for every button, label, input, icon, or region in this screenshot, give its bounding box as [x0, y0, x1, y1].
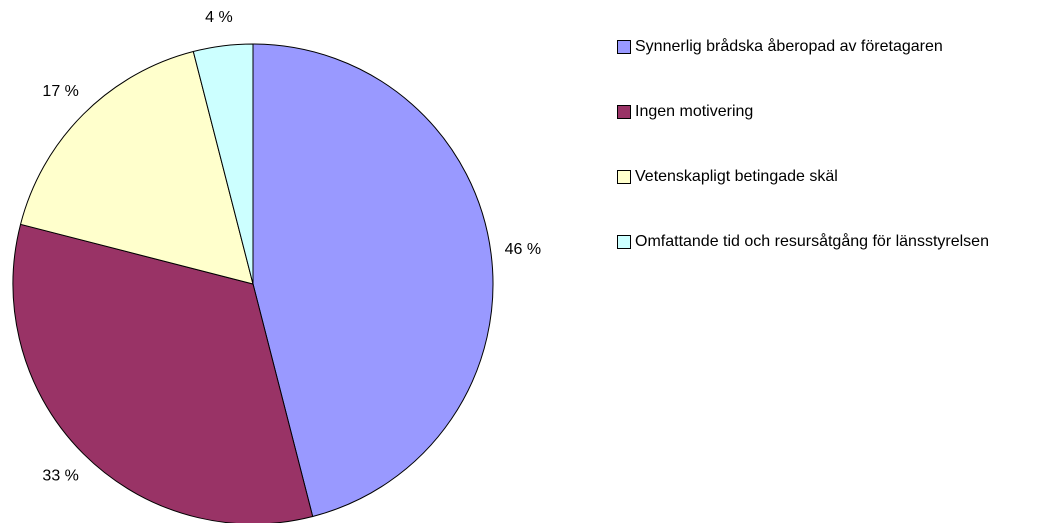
- legend-label: Synnerlig brådska åberopad av företagare…: [635, 38, 943, 55]
- legend-swatch: [617, 170, 631, 184]
- legend-label: Vetenskapligt betingade skäl: [635, 168, 838, 185]
- legend-swatch: [617, 105, 631, 119]
- legend-label: Omfattande tid och resursåtgång för läns…: [635, 233, 989, 250]
- legend-item: Synnerlig brådska åberopad av företagare…: [617, 37, 997, 102]
- pie-slice: [192, 43, 254, 285]
- data-label: 4 %: [205, 9, 233, 26]
- legend: Synnerlig brådska åberopad av företagare…: [617, 37, 997, 297]
- data-label: 33 %: [42, 468, 78, 485]
- chart: 46 % 33 % 17 % 4 %: [12, 9, 541, 523]
- pie-slice: [12, 223, 314, 523]
- pie-slice: [252, 43, 494, 518]
- pie-slice: [19, 50, 254, 285]
- legend-swatch: [617, 40, 631, 54]
- data-label: 17 %: [42, 83, 78, 100]
- data-label: 46 %: [505, 241, 541, 258]
- legend-label: Ingen motivering: [635, 103, 754, 120]
- legend-swatch: [617, 235, 631, 249]
- legend-item: Ingen motivering: [617, 102, 997, 167]
- legend-item: Vetenskapligt betingade skäl: [617, 167, 997, 232]
- legend-item: Omfattande tid och resursåtgång för läns…: [617, 232, 997, 297]
